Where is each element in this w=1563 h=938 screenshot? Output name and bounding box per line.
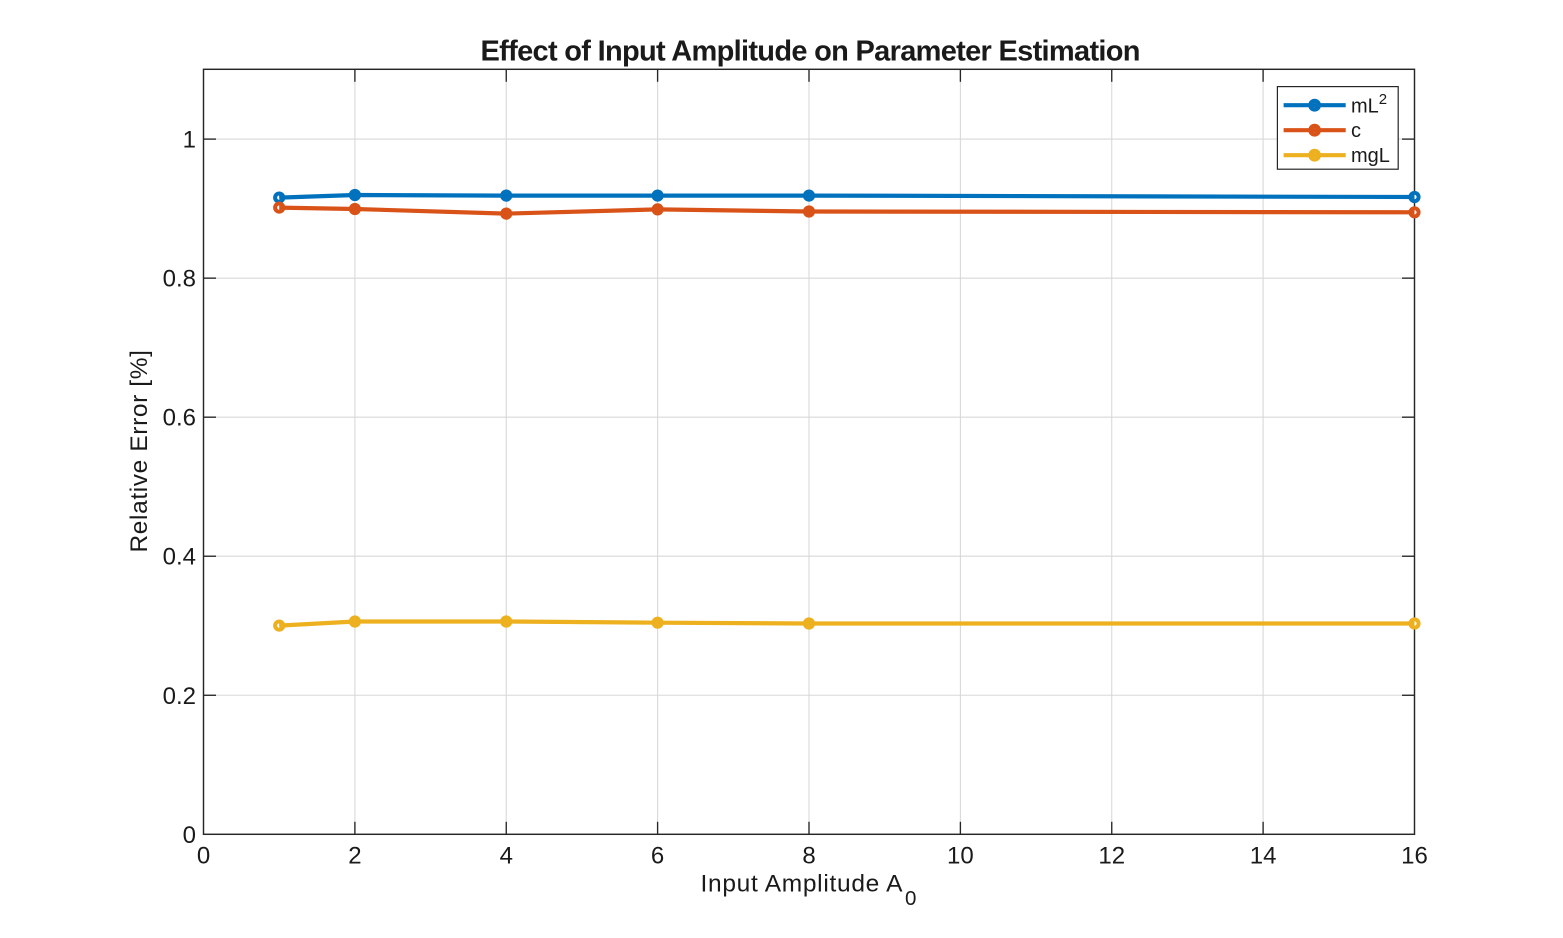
svg-text:8: 8 — [802, 843, 815, 870]
svg-text:0: 0 — [183, 822, 196, 849]
svg-text:12: 12 — [1098, 843, 1125, 870]
svg-text:1: 1 — [183, 127, 196, 154]
svg-text:0: 0 — [197, 843, 210, 870]
svg-text:10: 10 — [947, 843, 974, 870]
svg-text:2: 2 — [348, 843, 361, 870]
svg-text:0: 0 — [905, 887, 916, 910]
svg-text:Relative Error [%]: Relative Error [%] — [126, 350, 153, 553]
svg-text:Input Amplitude A: Input Amplitude A — [701, 871, 904, 898]
svg-text:6: 6 — [651, 843, 664, 870]
svg-text:Effect of Input Amplitude on P: Effect of Input Amplitude on Parameter E… — [481, 36, 1141, 68]
svg-text:0.4: 0.4 — [163, 544, 196, 571]
svg-text:4: 4 — [500, 843, 513, 870]
svg-text:0.6: 0.6 — [163, 405, 196, 432]
svg-text:mgL: mgL — [1351, 145, 1390, 167]
svg-text:14: 14 — [1250, 843, 1277, 870]
svg-text:c: c — [1351, 120, 1361, 142]
svg-text:0.2: 0.2 — [163, 683, 196, 710]
svg-text:0.8: 0.8 — [163, 266, 196, 293]
svg-text:16: 16 — [1401, 843, 1428, 870]
